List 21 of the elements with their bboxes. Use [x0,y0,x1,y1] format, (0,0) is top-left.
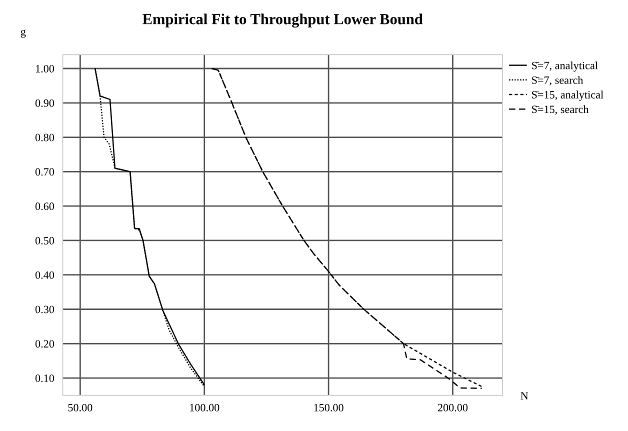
y-tick-label: 0.50 [35,236,54,244]
y-tick-label: 0.70 [35,168,54,176]
y-tick-label: 1.00 [36,64,54,73]
x-tick-label: 100.00 [190,404,220,412]
y-tick-label: 0.10 [35,374,54,382]
y-tick-label: 0.20 [35,340,54,348]
y-tick-label: 0.40 [35,271,54,279]
y-tick-label: 0.60 [35,202,54,210]
legend-label: S̄=7, analytical [532,61,598,72]
legend-label: S̄=7, search [532,76,584,86]
x-tick-label: 200.00 [438,404,468,412]
y-tick-label: 0.90 [35,99,54,107]
chart-title: Empirical Fit to Throughput Lower Bound [142,14,423,28]
y-tick-label: 0.30 [35,306,54,314]
y-tick-label: 0.80 [35,134,54,142]
x-tick-label: 50.00 [68,404,92,412]
x-axis-title: N [520,392,528,400]
legend-label: S̄=15, search [532,105,589,115]
x-tick-label: 150.00 [314,404,344,412]
legend-label: S̄=15, analytical [532,90,604,101]
y-axis-title: g [20,30,26,38]
